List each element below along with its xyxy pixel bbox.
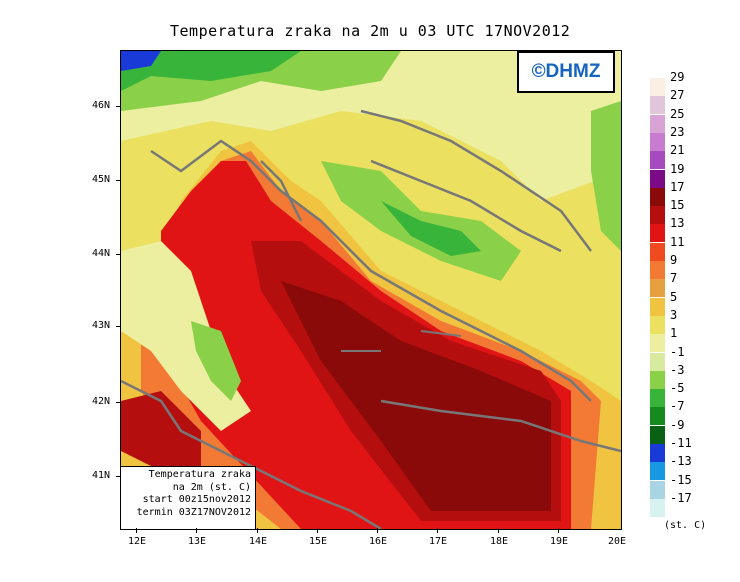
legend-level-label: 23 (670, 124, 685, 139)
lon-tick (136, 528, 137, 533)
lon-tick (377, 528, 378, 533)
info-line-4: termin 03Z17NOV2012 (136, 506, 251, 518)
legend-swatch (650, 334, 665, 353)
lon-tick (257, 528, 258, 533)
legend-level-label: 19 (670, 161, 685, 176)
legend-level-label: -9 (670, 417, 685, 432)
legend-swatch (650, 279, 665, 298)
legend-level-label: 3 (670, 307, 678, 322)
lat-tick (116, 326, 120, 327)
legend-swatch (650, 114, 665, 133)
lat-label-42n: 42N (92, 396, 111, 407)
legend-swatch (650, 407, 665, 426)
legend-level-label: -15 (670, 472, 692, 487)
legend-swatch (650, 132, 665, 151)
info-line-2: na 2m (st. C) (172, 481, 251, 493)
lon-label-12e: 12E (128, 536, 147, 547)
lat-tick (116, 254, 120, 255)
legend-level-label: 5 (670, 289, 678, 304)
legend-level-label: 17 (670, 179, 685, 194)
info-line-3: start 00z15nov2012 (142, 494, 251, 505)
legend-level-label: -11 (670, 436, 692, 450)
legend-level-label: 7 (670, 271, 678, 286)
lon-tick (498, 528, 499, 533)
legend-level-label: -13 (670, 454, 692, 469)
legend-level-label: 25 (670, 106, 685, 121)
legend-level-label: 29 (670, 70, 685, 84)
lat-tick (116, 402, 120, 403)
legend-swatch (650, 169, 665, 188)
lon-label-20e: 20E (608, 536, 627, 547)
info-line-1: Temperatura zraka (148, 469, 251, 480)
lat-tick (116, 106, 120, 107)
legend-level-label: 1 (670, 326, 678, 341)
lon-label-18e: 18E (490, 536, 509, 547)
lon-label-17e: 17E (429, 536, 448, 547)
legend-swatch (650, 224, 665, 243)
legend-level-label: 9 (670, 253, 678, 267)
legend-swatch (650, 462, 665, 481)
lon-tick (196, 528, 197, 533)
legend-swatch (650, 151, 665, 170)
temperature-map[interactable]: ©DHMZ Temperatura zraka na 2m (st. C) st… (120, 50, 622, 530)
legend-level-label: -1 (670, 344, 685, 359)
lat-tick (116, 180, 120, 181)
lon-label-19e: 19E (550, 536, 569, 547)
info-box: Temperatura zraka na 2m (st. C) start 00… (121, 466, 256, 529)
legend-swatch (650, 389, 665, 408)
legend-swatch (650, 498, 665, 517)
legend-swatch (650, 242, 665, 261)
lon-tick (317, 528, 318, 533)
lat-label-46n: 46N (92, 100, 111, 111)
legend-swatch (650, 187, 665, 206)
legend-level-label: 15 (670, 198, 685, 213)
lon-label-15e: 15E (309, 536, 328, 547)
lon-tick (558, 528, 559, 533)
legend-level-label: -7 (670, 399, 685, 414)
temperature-field (121, 51, 621, 529)
legend-unit: (st. C) (664, 520, 707, 531)
lat-label-41n: 41N (92, 470, 111, 481)
map-title: Temperatura zraka na 2m u 03 UTC 17NOV20… (170, 22, 571, 40)
legend-swatch (650, 315, 665, 334)
legend-level-label: 21 (670, 143, 685, 158)
lon-label-14e: 14E (249, 536, 268, 547)
legend-swatch (650, 206, 665, 225)
legend-swatch (650, 96, 665, 115)
dhmz-logo: ©DHMZ (517, 51, 615, 93)
legend-swatch (650, 297, 665, 316)
legend-swatch (650, 261, 665, 279)
legend-swatch (650, 370, 665, 389)
legend-swatch (650, 425, 665, 444)
legend-level-label: -17 (670, 490, 692, 505)
lon-label-16e: 16E (369, 536, 388, 547)
legend-swatch (650, 444, 665, 462)
lon-tick (437, 528, 438, 533)
legend-swatch (650, 480, 665, 499)
lat-label-43n: 43N (92, 320, 111, 331)
legend-level-label: 13 (670, 216, 685, 231)
lat-tick (116, 476, 120, 477)
lat-label-45n: 45N (92, 174, 111, 185)
legend-swatch (650, 78, 665, 96)
legend-level-label: 27 (670, 88, 685, 103)
lon-label-13e: 13E (188, 536, 207, 547)
legend-swatch (650, 352, 665, 371)
legend-level-label: -3 (670, 362, 685, 377)
legend-level-label: -5 (670, 381, 685, 396)
legend-level-label: 11 (670, 234, 685, 249)
lat-label-44n: 44N (92, 248, 111, 259)
